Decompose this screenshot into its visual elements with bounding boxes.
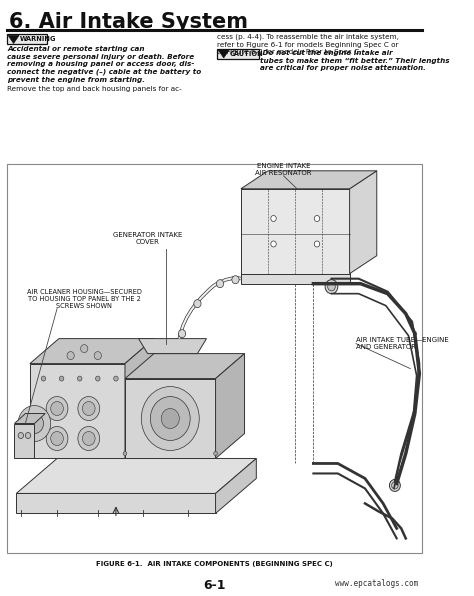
- Text: Accidental or remote starting can
cause severe personal injury or death. Before
: Accidental or remote starting can cause …: [7, 46, 201, 83]
- Circle shape: [94, 352, 101, 359]
- Text: Do not cut the engine intake air
tubes to make them “fit better.” Their lengths
: Do not cut the engine intake air tubes t…: [260, 50, 449, 72]
- Circle shape: [214, 452, 218, 455]
- Circle shape: [150, 396, 190, 440]
- Circle shape: [271, 216, 276, 222]
- Circle shape: [78, 396, 100, 421]
- Text: AIR CLEANER HOUSING—SECURED
TO HOUSING TOP PANEL BY THE 2
SCREWS SHOWN: AIR CLEANER HOUSING—SECURED TO HOUSING T…: [27, 288, 142, 309]
- Circle shape: [114, 376, 118, 381]
- Text: WARNING: WARNING: [20, 36, 56, 42]
- Polygon shape: [16, 458, 256, 493]
- Text: Remove the top and back housing panels for ac-: Remove the top and back housing panels f…: [7, 86, 182, 92]
- Polygon shape: [16, 493, 216, 513]
- Circle shape: [46, 427, 68, 451]
- Polygon shape: [241, 274, 350, 284]
- Circle shape: [26, 414, 44, 433]
- Circle shape: [51, 432, 64, 445]
- Circle shape: [81, 344, 88, 353]
- Circle shape: [178, 330, 186, 337]
- Polygon shape: [138, 339, 207, 353]
- Circle shape: [78, 427, 100, 451]
- Circle shape: [28, 452, 32, 455]
- FancyBboxPatch shape: [7, 35, 46, 45]
- Polygon shape: [350, 171, 377, 274]
- Circle shape: [314, 216, 319, 222]
- Text: cess (p. 4-4). To reassemble the air intake system,
refer to Figure 6-1 for mode: cess (p. 4-4). To reassemble the air int…: [218, 34, 399, 55]
- Polygon shape: [15, 424, 35, 458]
- Polygon shape: [125, 339, 154, 458]
- Circle shape: [18, 405, 51, 442]
- Circle shape: [82, 402, 95, 415]
- Polygon shape: [125, 353, 245, 378]
- Circle shape: [96, 376, 100, 381]
- Polygon shape: [30, 364, 125, 458]
- Text: 6-1: 6-1: [203, 579, 226, 592]
- Circle shape: [18, 433, 24, 439]
- Circle shape: [271, 241, 276, 247]
- Polygon shape: [241, 171, 377, 189]
- Text: ENGINE INTAKE
AIR RESONATOR: ENGINE INTAKE AIR RESONATOR: [255, 163, 312, 176]
- Text: GENERATOR INTAKE
COVER: GENERATOR INTAKE COVER: [113, 232, 182, 245]
- Circle shape: [232, 276, 239, 284]
- Circle shape: [217, 280, 224, 288]
- Text: 6. Air Intake System: 6. Air Intake System: [9, 12, 248, 32]
- Circle shape: [328, 283, 335, 291]
- Circle shape: [82, 432, 95, 445]
- Circle shape: [67, 352, 74, 359]
- Circle shape: [77, 376, 82, 381]
- Text: CAUTION: CAUTION: [230, 51, 264, 57]
- Polygon shape: [216, 458, 256, 513]
- Circle shape: [392, 482, 398, 489]
- Circle shape: [390, 479, 401, 492]
- Circle shape: [314, 241, 319, 247]
- Polygon shape: [125, 378, 216, 458]
- Text: AIR INTAKE TUBE—ENGINE
AND GENERATOR: AIR INTAKE TUBE—ENGINE AND GENERATOR: [356, 337, 449, 350]
- Polygon shape: [30, 339, 154, 364]
- Text: www.epcatalogs.com: www.epcatalogs.com: [335, 579, 419, 588]
- Circle shape: [141, 387, 199, 451]
- Polygon shape: [216, 353, 245, 458]
- Circle shape: [59, 376, 64, 381]
- Circle shape: [325, 280, 338, 294]
- Circle shape: [46, 396, 68, 421]
- Text: FIGURE 6-1.  AIR INTAKE COMPONENTS (BEGINNING SPEC C): FIGURE 6-1. AIR INTAKE COMPONENTS (BEGIN…: [96, 561, 333, 567]
- Circle shape: [51, 402, 64, 415]
- Circle shape: [161, 408, 179, 429]
- Bar: [7, 164, 422, 553]
- Polygon shape: [218, 50, 229, 58]
- Polygon shape: [241, 189, 350, 274]
- Circle shape: [41, 376, 46, 381]
- Circle shape: [123, 452, 127, 455]
- Polygon shape: [15, 414, 46, 424]
- Circle shape: [26, 433, 31, 439]
- Polygon shape: [8, 35, 19, 44]
- FancyBboxPatch shape: [217, 49, 259, 60]
- Circle shape: [194, 300, 201, 308]
